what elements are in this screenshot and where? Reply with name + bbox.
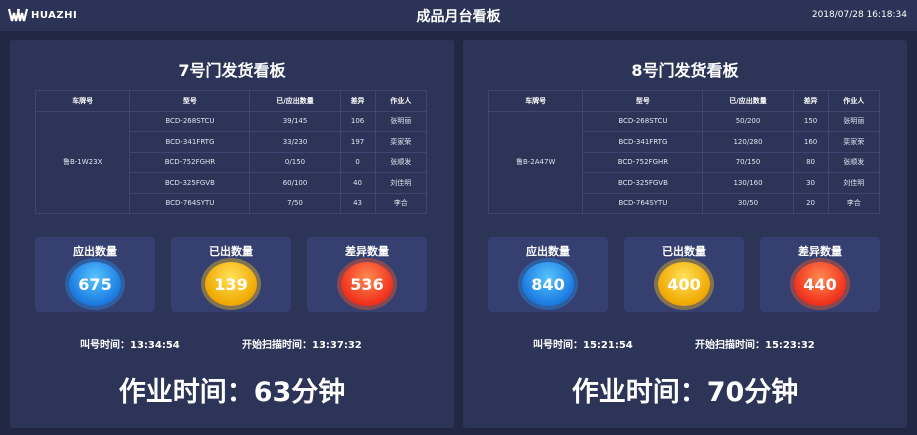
table-row: BCD-325FGVB 60/100 40 刘佳明 bbox=[36, 172, 428, 194]
stat-value: 400 bbox=[658, 262, 710, 306]
stat-card: 已出数量 400 bbox=[624, 237, 744, 312]
table-cell: 李合 bbox=[827, 192, 881, 214]
table-cell: 20 bbox=[792, 192, 829, 214]
table-cell: 栾家荣 bbox=[374, 131, 428, 153]
table-cell: 80 bbox=[792, 151, 829, 173]
table-cell: 张顺发 bbox=[827, 151, 881, 173]
table-cell: BCD-325FGVB bbox=[582, 172, 704, 194]
table-cell: 30/50 bbox=[702, 192, 794, 214]
page-title: 成品月台看板 bbox=[416, 9, 501, 25]
stat-value: 440 bbox=[794, 262, 846, 306]
table-cell: BCD-268STCU bbox=[129, 110, 251, 132]
panel-title: 7号门发货看板 bbox=[178, 61, 286, 80]
table-row: 鲁B-2A47W BCD-268STCU 50/200 150 张明丽 bbox=[487, 110, 881, 214]
table-cell: 7/50 bbox=[249, 192, 341, 214]
table-cell: 刘佳明 bbox=[374, 172, 428, 194]
table-cell: 李合 bbox=[374, 192, 428, 214]
table-cell: 39/145 bbox=[249, 110, 341, 132]
table-cell: 120/280 bbox=[702, 131, 794, 153]
header: HUAZHI 成品月台看板 2018/07/28 16:18:34 bbox=[0, 0, 917, 31]
table-cell: 0/150 bbox=[249, 151, 341, 173]
stat-card: 差异数量 440 bbox=[760, 237, 880, 312]
table-row: BCD-341FRTG 120/280 160 栾家荣 bbox=[489, 131, 881, 153]
column-header: 车牌号 bbox=[34, 90, 131, 112]
stat-value: 840 bbox=[522, 262, 574, 306]
table-cell: 197 bbox=[339, 131, 376, 153]
table-cell: 130/160 bbox=[702, 172, 794, 194]
stat-card: 已出数量 139 bbox=[171, 237, 291, 312]
column-header: 差异 bbox=[792, 90, 829, 112]
table-cell: 43 bbox=[339, 192, 376, 214]
table-cell: 刘佳明 bbox=[827, 172, 881, 194]
table-cell: 张明丽 bbox=[374, 110, 428, 132]
stat-card: 应出数量 675 bbox=[35, 237, 155, 312]
stat-label: 应出数量 bbox=[526, 245, 570, 258]
table-cell: 60/100 bbox=[249, 172, 341, 194]
stat-label: 差异数量 bbox=[798, 245, 842, 258]
scan-time: 开始扫描时间：13:37:32 bbox=[242, 340, 362, 351]
stat-value: 536 bbox=[341, 262, 393, 306]
table-row: BCD-325FGVB 130/160 30 刘佳明 bbox=[489, 172, 881, 194]
table-cell: BCD-764SYTU bbox=[129, 192, 251, 214]
column-header: 作业人 bbox=[827, 90, 881, 112]
shipment-table: 车牌号 型号 已/应出数量 差异 作业人 鲁B-2A47W BCD-268STCU 50/20… bbox=[487, 90, 881, 214]
column-header: 型号 bbox=[129, 90, 251, 112]
table-row: BCD-764SYTU 30/50 20 李合 bbox=[489, 192, 881, 214]
table-row: BCD-341FRTG 33/230 197 栾家荣 bbox=[36, 131, 428, 153]
table-cell: 张明丽 bbox=[827, 110, 881, 132]
table-cell: 40 bbox=[339, 172, 376, 194]
table-cell: BCD-341FRTG bbox=[582, 131, 704, 153]
stat-value: 675 bbox=[69, 262, 121, 306]
stat-label: 应出数量 bbox=[73, 245, 117, 258]
table-cell: BCD-764SYTU bbox=[582, 192, 704, 214]
table-cell: BCD-268STCU bbox=[582, 110, 704, 132]
table-cell: BCD-752FGHR bbox=[129, 151, 251, 173]
huazhi-logo-icon bbox=[8, 8, 28, 22]
table-cell: BCD-752FGHR bbox=[582, 151, 704, 173]
column-header: 车牌号 bbox=[487, 90, 584, 112]
plate-cell: 鲁B-1W23X bbox=[34, 110, 131, 214]
table-cell: 30 bbox=[792, 172, 829, 194]
table-cell: 160 bbox=[792, 131, 829, 153]
panel-title: 8号门发货看板 bbox=[631, 61, 739, 80]
table-cell: BCD-325FGVB bbox=[129, 172, 251, 194]
datetime: 2018/07/28 16:18:34 bbox=[811, 10, 907, 20]
table-row: BCD-752FGHR 70/150 80 张顺发 bbox=[489, 151, 881, 173]
stat-card: 差异数量 536 bbox=[307, 237, 427, 312]
stat-value: 139 bbox=[205, 262, 257, 306]
table-cell: 33/230 bbox=[249, 131, 341, 153]
stat-label: 已出数量 bbox=[209, 245, 253, 258]
scan-time: 开始扫描时间：15:23:32 bbox=[695, 340, 815, 351]
call-time: 叫号时间：13:34:54 bbox=[80, 340, 180, 351]
brand-name: HUAZHI bbox=[31, 9, 78, 21]
column-header: 已/应出数量 bbox=[249, 90, 341, 112]
table-header: 车牌号 型号 已/应出数量 差异 作业人 bbox=[487, 90, 881, 112]
work-time: 作业时间：70分钟 bbox=[571, 377, 799, 408]
table-cell: 张顺发 bbox=[374, 151, 428, 173]
column-header: 作业人 bbox=[374, 90, 428, 112]
table-header: 车牌号 型号 已/应出数量 差异 作业人 bbox=[34, 90, 428, 112]
table-cell: 70/150 bbox=[702, 151, 794, 173]
stat-card: 应出数量 840 bbox=[488, 237, 608, 312]
dock-panel: 7号门发货看板 车牌号 型号 已/应出数量 差异 作业人 鲁B-1W23X BCD-268ST… bbox=[10, 40, 454, 428]
dock-panel: 8号门发货看板 车牌号 型号 已/应出数量 差异 作业人 鲁B-2A47W BCD-268ST… bbox=[463, 40, 907, 428]
table-cell: 106 bbox=[339, 110, 376, 132]
stat-label: 已出数量 bbox=[662, 245, 706, 258]
column-header: 已/应出数量 bbox=[702, 90, 794, 112]
column-header: 型号 bbox=[582, 90, 704, 112]
table-cell: 0 bbox=[339, 151, 376, 173]
table-row: 鲁B-1W23X BCD-268STCU 39/145 106 张明丽 bbox=[34, 110, 428, 214]
work-time: 作业时间：63分钟 bbox=[118, 377, 346, 408]
brand-logo: HUAZHI bbox=[8, 7, 77, 23]
table-cell: 50/200 bbox=[702, 110, 794, 132]
stat-label: 差异数量 bbox=[345, 245, 389, 258]
shipment-table: 车牌号 型号 已/应出数量 差异 作业人 鲁B-1W23X BCD-268STCU 39/14… bbox=[34, 90, 428, 214]
plate-cell: 鲁B-2A47W bbox=[487, 110, 584, 214]
table-row: BCD-764SYTU 7/50 43 李合 bbox=[36, 192, 428, 214]
table-cell: 栾家荣 bbox=[827, 131, 881, 153]
table-cell: BCD-341FRTG bbox=[129, 131, 251, 153]
column-header: 差异 bbox=[339, 90, 376, 112]
table-cell: 150 bbox=[792, 110, 829, 132]
call-time: 叫号时间：15:21:54 bbox=[533, 340, 633, 351]
